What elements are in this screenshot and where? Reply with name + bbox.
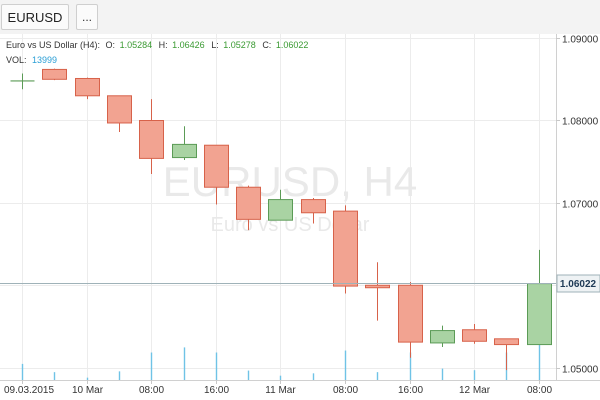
- x-tick-label: 16:00: [204, 385, 229, 396]
- more-options-button[interactable]: ...: [76, 4, 98, 30]
- current-price-label: 1.06022: [560, 279, 597, 290]
- candlestick: [494, 338, 519, 371]
- candlestick: [204, 144, 229, 205]
- candlestick: [430, 325, 455, 348]
- candle-body: [75, 77, 100, 97]
- candlestick: [236, 185, 261, 231]
- candlestick: [107, 95, 132, 133]
- x-tick-label: 09.03.2015: [4, 385, 54, 396]
- legend-title: Euro vs US Dollar (H4):: [6, 40, 100, 50]
- legend-volume-line: VOL: 13999: [6, 55, 57, 65]
- candle-body: [236, 186, 261, 220]
- x-tick-label: 11 Mar: [265, 385, 296, 396]
- legend-close-value: 1.06022: [276, 40, 309, 50]
- candlestick: [333, 205, 358, 294]
- legend-open-label: O:: [106, 40, 116, 50]
- legend-high-value: 1.06426: [172, 40, 205, 50]
- candle-body: [301, 199, 326, 214]
- chart-toolbar: EURUSD ...: [0, 0, 600, 35]
- legend-volume-value: 13999: [32, 55, 57, 65]
- legend-line: Euro vs US Dollar (H4): O: 1.05284 H: 1.…: [6, 40, 308, 50]
- volume-bars: [21, 325, 541, 380]
- candlesticks: [10, 68, 552, 371]
- candlestick: [301, 197, 326, 224]
- candle-body: [333, 210, 358, 287]
- candlestick: [365, 262, 390, 321]
- candlestick: [268, 189, 293, 221]
- candlestick: [75, 77, 100, 100]
- candle-body: [494, 338, 519, 346]
- candle-body: [139, 120, 164, 159]
- candle-body: [527, 283, 552, 346]
- x-axis-ticks: 09.03.2015 10 Mar 08:00 16:00 11 Mar 08:00 16:…: [4, 380, 552, 396]
- y-tick-label: 1.07000: [562, 200, 599, 211]
- candle-body: [204, 144, 229, 188]
- x-tick-label: 16:00: [398, 385, 423, 396]
- candle-body: [172, 143, 197, 159]
- legend-open-value: 1.05284: [120, 40, 153, 50]
- price-chart[interactable]: EURUSD, H4 Euro vs US Dollar 1.090001.08…: [0, 34, 600, 400]
- legend-low-value: 1.05278: [223, 40, 256, 50]
- candlestick: [398, 281, 423, 358]
- candlestick: [10, 73, 35, 90]
- candlestick: [462, 323, 487, 344]
- legend-high-label: H:: [159, 40, 168, 50]
- x-tick-label: 08:00: [333, 385, 358, 396]
- candle-body: [462, 329, 487, 342]
- x-tick-label: 08:00: [527, 385, 552, 396]
- x-tick-label: 10 Mar: [72, 385, 104, 396]
- legend-close-label: C:: [262, 40, 271, 50]
- legend-volume-label: VOL:: [6, 55, 27, 65]
- candlestick: [139, 99, 164, 175]
- y-tick-label: 1.09000: [562, 35, 599, 46]
- x-tick-label: 08:00: [139, 385, 164, 396]
- candlestick: [172, 126, 197, 161]
- y-tick-label: 1.05000: [562, 365, 599, 376]
- current-price-tag: 1.06022: [556, 274, 600, 293]
- candle-body: [365, 284, 390, 289]
- y-tick-label: 1.08000: [562, 117, 599, 128]
- candlestick: [42, 68, 67, 81]
- candle-body: [107, 95, 132, 124]
- watermark-title: EURUSD, H4: [163, 158, 417, 205]
- x-tick-label: 12 Mar: [459, 385, 491, 396]
- candlestick: [527, 249, 552, 346]
- candle-body: [398, 284, 423, 343]
- candle-body: [430, 330, 455, 344]
- symbol-selector-button[interactable]: EURUSD: [1, 4, 69, 30]
- legend-low-label: L:: [211, 40, 219, 50]
- candle-body: [42, 68, 67, 80]
- candle-body: [268, 199, 293, 221]
